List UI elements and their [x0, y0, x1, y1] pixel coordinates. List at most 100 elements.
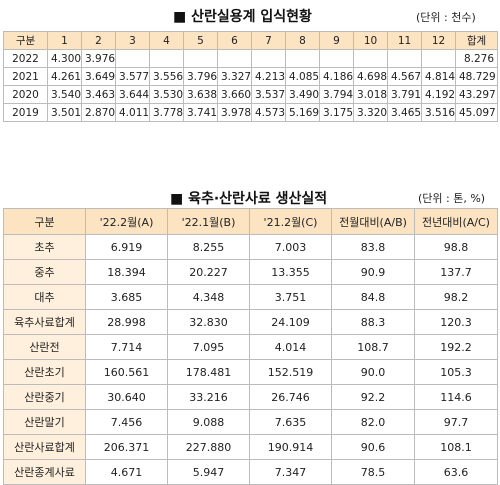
table-cell: 6.919 [85, 234, 168, 260]
table-cell: 3.649 [81, 67, 116, 86]
table-row: 산란전 7.714 7.095 4.014 108.7 192.2 [3, 334, 498, 360]
header-cell: 7 [251, 31, 286, 50]
table-cell: 4.014 [249, 334, 332, 360]
table-cell: 4.192 [421, 85, 456, 104]
table-cell: 3.976 [81, 49, 116, 68]
table-cell: 43.297 [455, 85, 498, 104]
header-cell: '22.1월(B) [167, 208, 250, 235]
table-cell: 3.556 [149, 67, 184, 86]
table-cell: 5.947 [167, 459, 250, 485]
table-cell: 7.095 [167, 334, 250, 360]
table-cell: 3.978 [217, 103, 252, 122]
table-cell [421, 49, 456, 68]
row-label: 산란초기 [3, 359, 86, 385]
row-label: 2020 [3, 85, 48, 104]
table-cell: 88.3 [331, 309, 415, 335]
table-cell: 78.5 [331, 459, 415, 485]
table-cell: 3.490 [285, 85, 320, 104]
table-cell: 7.714 [85, 334, 168, 360]
table-cell: 3.530 [149, 85, 184, 104]
table-row: 초추 6.919 8.255 7.003 83.8 98.8 [3, 234, 498, 260]
table-cell: 45.097 [455, 103, 498, 122]
table-header-row: 구분 '22.2월(A) '22.1월(B) '21.2월(C) 전월대비(A/B) 전년… [3, 208, 498, 235]
row-label: 육추사료합계 [3, 309, 86, 335]
table-cell: 2.870 [81, 103, 116, 122]
row-label: 산란전 [3, 334, 86, 360]
row-label: 산란중기 [3, 384, 86, 410]
table-cell: 33.216 [167, 384, 250, 410]
row-label: 2022 [3, 49, 48, 68]
header-cell: 12 [421, 31, 456, 50]
table-cell: 4.348 [167, 284, 250, 310]
table-cell: 3.751 [249, 284, 332, 310]
table-row: 2020 3.540 3.463 3.644 3.530 3.638 3.660 3.537 3… [3, 85, 498, 104]
table-row: 중추 18.394 20.227 13.355 90.9 137.7 [3, 259, 498, 285]
table-cell: 108.7 [331, 334, 415, 360]
table-cell: 3.778 [149, 103, 184, 122]
table-cell: 8.255 [167, 234, 250, 260]
table-cell: 227.880 [167, 434, 250, 460]
table-cell: 137.7 [414, 259, 498, 285]
table-cell: 4.213 [251, 67, 286, 86]
table-cell: 3.175 [319, 103, 354, 122]
table-cell: 160.561 [85, 359, 168, 385]
table-cell: 4.261 [47, 67, 82, 86]
table-cell: 20.227 [167, 259, 250, 285]
table-cell: 82.0 [331, 409, 415, 435]
header-cell: 6 [217, 31, 252, 50]
table-cell: 90.9 [331, 259, 415, 285]
table-cell: 206.371 [85, 434, 168, 460]
header-cell: 전월대비(A/B) [331, 208, 415, 235]
row-label: 산란사료합계 [3, 434, 86, 460]
table-cell [251, 49, 286, 68]
table-cell: 90.0 [331, 359, 415, 385]
table-row: 산란사료합계 206.371 227.880 190.914 90.6 108.1 [3, 434, 498, 460]
table-cell [115, 49, 150, 68]
table-cell: 178.481 [167, 359, 250, 385]
header-cell: 2 [81, 31, 116, 50]
table-cell: 84.8 [331, 284, 415, 310]
chick-placement-table: 구분 1 2 3 4 5 6 7 8 9 10 11 12 합계 2022 4.300 3.976 8.276 2… [3, 31, 498, 122]
row-label: 산란말기 [3, 409, 86, 435]
row-label: 2019 [3, 103, 48, 122]
table-cell: 63.6 [414, 459, 498, 485]
table-row: 산란중기 30.640 33.216 26.746 92.2 114.6 [3, 384, 498, 410]
header-cell: 구분 [3, 31, 48, 50]
table-cell: 48.729 [455, 67, 498, 86]
table-row: 육추사료합계 28.998 32.830 24.109 88.3 120.3 [3, 309, 498, 335]
table-cell: 3.741 [183, 103, 218, 122]
header-cell: 8 [285, 31, 320, 50]
section2-unit: (단위 : 톤, %) [418, 192, 486, 205]
row-label: 2021 [3, 67, 48, 86]
header-cell: 합계 [455, 31, 498, 50]
table-header-row: 구분 1 2 3 4 5 6 7 8 9 10 11 12 합계 [3, 31, 498, 50]
header-cell: 10 [353, 31, 388, 50]
table-cell: 7.456 [85, 409, 168, 435]
table-cell: 192.2 [414, 334, 498, 360]
table-cell [387, 49, 422, 68]
header-cell: 5 [183, 31, 218, 50]
table-cell: 13.355 [249, 259, 332, 285]
table-cell: 3.660 [217, 85, 252, 104]
table-cell: 32.830 [167, 309, 250, 335]
table-cell: 4.186 [319, 67, 354, 86]
table-cell: 28.998 [85, 309, 168, 335]
table-cell: 3.327 [217, 67, 252, 86]
table-cell: 7.635 [249, 409, 332, 435]
table-cell: 114.6 [414, 384, 498, 410]
header-cell: 3 [115, 31, 150, 50]
header-cell: 11 [387, 31, 422, 50]
table-row: 2022 4.300 3.976 8.276 [3, 49, 498, 68]
table-cell: 105.3 [414, 359, 498, 385]
table-cell: 3.796 [183, 67, 218, 86]
header-cell: '21.2월(C) [249, 208, 332, 235]
table-cell: 3.463 [81, 85, 116, 104]
table-cell: 4.698 [353, 67, 388, 86]
header-cell: 4 [149, 31, 184, 50]
table-cell [149, 49, 184, 68]
table-cell: 4.814 [421, 67, 456, 86]
row-label: 대추 [3, 284, 86, 310]
table-cell: 4.567 [387, 67, 422, 86]
table-cell: 4.085 [285, 67, 320, 86]
table-cell: 120.3 [414, 309, 498, 335]
